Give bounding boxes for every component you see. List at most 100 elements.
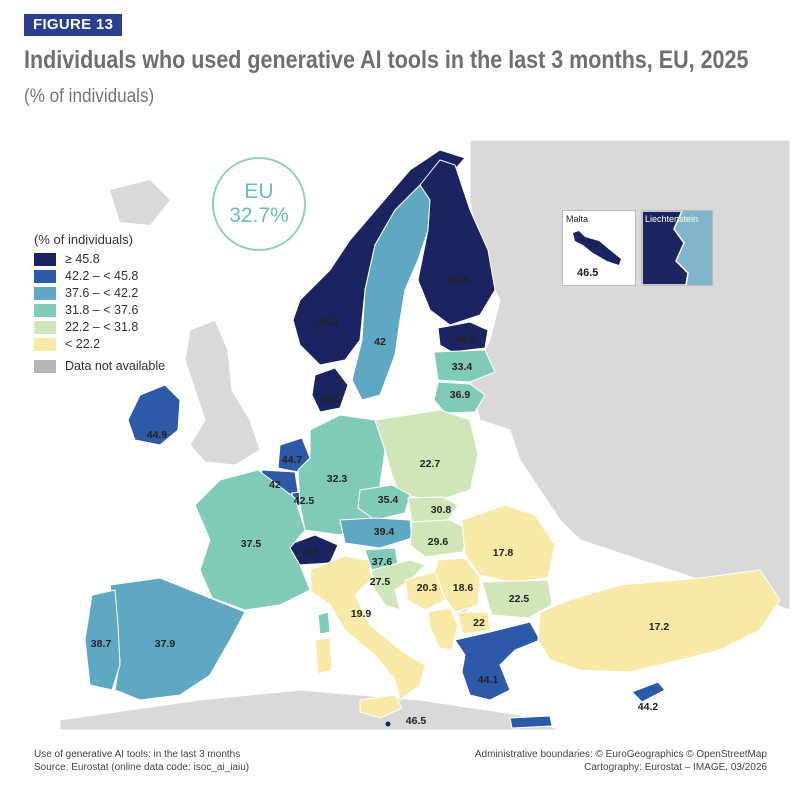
- label-cyprus: 44.2: [638, 701, 659, 713]
- country-denmark: [311, 367, 349, 413]
- legend-label: 37.6 – < 42.2: [65, 286, 139, 300]
- label-latvia: 33.4: [452, 361, 473, 373]
- label-malta: 46.5: [406, 715, 427, 727]
- label-austria: 39.4: [374, 526, 395, 538]
- label-denmark: 48.4: [320, 393, 341, 405]
- country-france-corsica: [317, 611, 331, 635]
- label-poland: 22.7: [420, 458, 441, 470]
- legend-swatch-na: [34, 359, 56, 373]
- label-serbia: 18.6: [453, 582, 474, 594]
- label-estonia: 46.6: [456, 333, 477, 345]
- country-poland: [374, 409, 479, 501]
- label-finland: 46.3: [448, 274, 469, 286]
- country-bosnia: [404, 571, 446, 611]
- inset-malta-value: 46.5: [577, 267, 599, 279]
- map-legend: (% of individuals) ≥ 45.8 42.2 – < 45.8 …: [34, 232, 165, 375]
- label-lithuania: 36.9: [450, 389, 471, 401]
- country-north-macedonia: [457, 611, 491, 635]
- legend-swatch: [34, 303, 56, 317]
- chart-subtitle: (% of individuals): [24, 86, 155, 107]
- inset-liechtenstein-shape: [642, 211, 712, 285]
- country-montenegro-albania: [427, 607, 459, 651]
- chart-title: Individuals who used generative AI tools…: [24, 46, 749, 74]
- country-hungary: [409, 519, 471, 558]
- label-spain: 37.9: [155, 638, 176, 650]
- legend-label: 22.2 – < 31.8: [65, 320, 139, 334]
- label-greece: 44.1: [478, 674, 499, 686]
- country-italy-sardinia: [314, 637, 333, 675]
- land-north-africa: [59, 689, 561, 730]
- map-labels: 56.3 42 46.3 46.6 33.4 36.9 48.4 44.9 44…: [91, 274, 670, 727]
- legend-item: 22.2 – < 31.8: [34, 319, 165, 335]
- label-turkey: 17.2: [649, 621, 670, 633]
- legend-label: 31.8 – < 37.6: [65, 303, 139, 317]
- country-serbia: [434, 557, 481, 613]
- legend-swatch: [34, 337, 56, 351]
- legend-label: < 22.2: [65, 337, 101, 351]
- label-germany: 32.3: [327, 473, 348, 485]
- eu-average-badge: EU 32.7%: [212, 157, 306, 251]
- label-hungary: 29.6: [428, 536, 449, 548]
- legend-swatch: [34, 286, 56, 300]
- country-cyprus: [631, 681, 666, 703]
- legend-item-na: Data not available: [34, 358, 165, 374]
- country-latvia: [433, 349, 496, 383]
- inset-malta: Malta 46.5: [562, 210, 636, 286]
- eu-badge-label: EU: [244, 180, 274, 203]
- legend-item: ≥ 45.8: [34, 251, 165, 267]
- footer-credits: Administrative boundaries: © EuroGeograp…: [475, 748, 767, 774]
- footer-cartography: Cartography: Eurostat – IMAGE, 03/2026: [584, 762, 767, 773]
- label-bosnia: 20.3: [417, 582, 438, 594]
- country-czechia: [357, 484, 411, 521]
- inset-liechtenstein: Liechtenstein: [641, 210, 713, 286]
- label-switzerland: 47: [306, 547, 318, 559]
- label-italy: 19.9: [351, 608, 372, 620]
- country-slovakia: [407, 496, 459, 523]
- country-finland: [417, 159, 496, 326]
- label-croatia: 27.5: [370, 576, 391, 588]
- legend-swatch: [34, 320, 56, 334]
- label-bulgaria: 22.5: [509, 593, 530, 605]
- legend-title: (% of individuals): [34, 232, 133, 247]
- legend-item: 37.6 – < 42.2: [34, 285, 165, 301]
- label-slovakia: 30.8: [431, 504, 452, 516]
- inset-malta-title: Malta: [566, 214, 589, 224]
- figure-label: FIGURE 13: [24, 14, 123, 36]
- label-netherlands: 44.7: [282, 454, 303, 466]
- legend-label: 42.2 – < 45.8: [65, 269, 139, 283]
- footer-notes: Use of generative AI tools: in the last …: [34, 748, 249, 774]
- legend-swatch: [34, 269, 56, 283]
- legend-label-na: Data not available: [65, 359, 166, 373]
- inset-liechtenstein-title: Liechtenstein: [645, 214, 699, 224]
- label-slovenia: 37.6: [372, 556, 393, 568]
- land-uk: [184, 319, 261, 466]
- label-czechia: 35.4: [378, 494, 399, 506]
- label-north-macedonia: 22: [473, 617, 485, 629]
- country-malta-dot: [385, 721, 391, 727]
- label-norway: 56.3: [318, 316, 339, 328]
- label-france: 37.5: [241, 538, 262, 550]
- footer-boundaries: Administrative boundaries: © EuroGeograp…: [474, 749, 767, 760]
- land-greenland-iceland: [110, 180, 170, 225]
- label-portugal: 38.7: [91, 638, 112, 650]
- country-portugal: [84, 589, 121, 691]
- eu-badge-value: 32.7%: [229, 204, 289, 227]
- country-ireland: [127, 384, 181, 446]
- country-lithuania: [433, 381, 486, 414]
- country-italy: [309, 555, 426, 701]
- legend-label: ≥ 45.8: [65, 252, 100, 266]
- country-greece-crete: [509, 715, 553, 729]
- footer-source: Source: Eurostat (online data code: isoc…: [34, 762, 250, 773]
- country-estonia: [437, 321, 489, 353]
- country-greece: [454, 621, 541, 701]
- label-ireland: 44.9: [147, 429, 168, 441]
- label-belgium: 42: [269, 479, 281, 491]
- legend-swatch: [34, 252, 56, 266]
- country-france: [194, 469, 311, 611]
- country-turkey: [537, 569, 781, 673]
- inset-malta-shape: [573, 231, 621, 265]
- country-italy-sicily: [359, 694, 403, 719]
- footer-note: Use of generative AI tools: in the last …: [34, 749, 241, 760]
- legend-item: 31.8 – < 37.6: [34, 302, 165, 318]
- label-luxembourg: 42.5: [294, 495, 315, 507]
